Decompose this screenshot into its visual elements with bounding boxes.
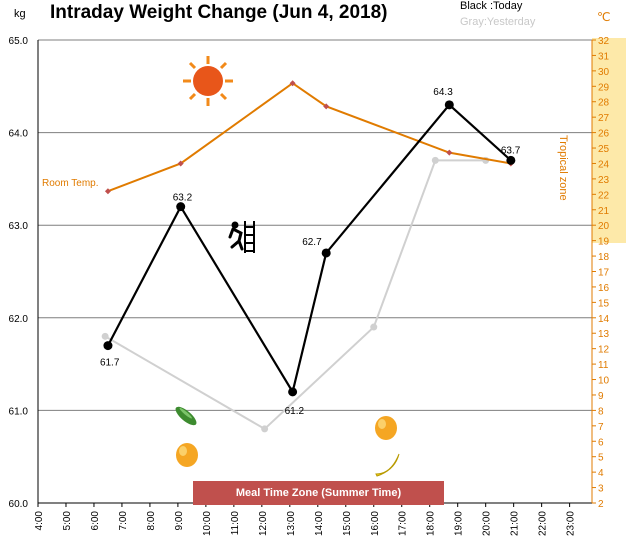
today-point (506, 155, 516, 165)
x-tick-label: 13:00 (286, 511, 297, 536)
x-tick-label: 12:00 (258, 511, 269, 536)
x-tick-label: 4:00 (34, 511, 45, 531)
data-label: 61.2 (285, 406, 305, 417)
room-temp-point (289, 80, 296, 87)
data-label: 63.2 (173, 193, 193, 204)
data-label: 61.7 (100, 358, 120, 369)
today-point (176, 202, 186, 212)
x-tick-label: 22:00 (538, 511, 549, 536)
y-right-tick-label: 16 (598, 283, 610, 294)
y-tick-label: 65.0 (9, 36, 29, 47)
y-right-tick-label: 26 (598, 129, 610, 140)
legend-yesterday: Gray:Yesterday (460, 16, 536, 28)
y-tick-label: 61.0 (9, 406, 29, 417)
climbing-person-icon (228, 221, 255, 253)
room-temp-point (446, 149, 453, 156)
y-right-tick-label: 15 (598, 298, 610, 309)
x-tick-label: 11:00 (230, 511, 241, 536)
today-line (106, 103, 512, 395)
x-tick-label: 14:00 (314, 511, 325, 536)
x-tick-label: 17:00 (398, 511, 409, 536)
data-label: 63.7 (501, 145, 521, 156)
x-tick-label: 18:00 (426, 511, 437, 536)
y-right-tick-label: 21 (598, 206, 610, 217)
y-right-tick-label: 30 (598, 67, 610, 78)
left-axis-unit: kg (14, 8, 26, 20)
legend-today: Black :Today (460, 0, 523, 12)
today-point (288, 387, 298, 397)
y-tick-label: 63.0 (9, 221, 29, 232)
right-axis-unit: ℃ (597, 10, 611, 24)
room-temp-point (177, 160, 184, 167)
y-right-tick-label: 8 (598, 406, 604, 417)
tropical-zone-band (592, 38, 626, 243)
x-tick-label: 23:00 (566, 511, 577, 536)
y-right-tick-label: 23 (598, 175, 610, 186)
data-label: 64.3 (433, 87, 453, 98)
y-right-tick-label: 22 (598, 190, 610, 201)
yesterday-point (431, 156, 439, 164)
meal-time-zone-band: Meal Time Zone (Summer Time) (193, 481, 444, 505)
mango-icon (176, 443, 198, 467)
y-right-tick-label: 10 (598, 376, 610, 387)
x-tick-label: 10:00 (202, 511, 213, 536)
y-right-tick-label: 3 (598, 484, 604, 495)
y-right-tick-label: 29 (598, 82, 610, 93)
data-label: 62.7 (302, 237, 322, 248)
x-tick-label: 6:00 (90, 511, 101, 531)
room-temp-point (104, 188, 111, 195)
y-right-tick-label: 13 (598, 329, 610, 340)
y-right-tick-label: 24 (598, 159, 610, 170)
y-right-tick-label: 27 (598, 113, 610, 124)
room-temp-point (323, 103, 330, 110)
sun-icon (183, 56, 233, 106)
cucumber-icon (175, 406, 197, 426)
y-right-tick-label: 28 (598, 98, 610, 109)
y-right-tick-label: 9 (598, 391, 604, 402)
y-tick-label: 60.0 (9, 499, 29, 510)
y-tick-label: 64.0 (9, 129, 29, 140)
tropical-zone-label: Tropical zone (557, 135, 569, 201)
x-tick-label: 16:00 (370, 511, 381, 536)
y-right-tick-label: 2 (598, 499, 604, 510)
y-right-tick-label: 14 (598, 314, 610, 325)
y-right-tick-label: 7 (598, 422, 604, 433)
today-point (321, 248, 331, 258)
room-temp-label: Room Temp. (42, 178, 99, 189)
y-right-tick-label: 19 (598, 237, 610, 248)
x-tick-label: 9:00 (174, 511, 185, 531)
x-tick-label: 5:00 (62, 511, 73, 531)
banana-icon (375, 453, 400, 477)
x-tick-label: 15:00 (342, 511, 353, 536)
y-right-tick-label: 25 (598, 144, 610, 155)
x-tick-label: 7:00 (118, 511, 129, 531)
today-point (444, 100, 454, 110)
y-right-tick-label: 18 (598, 252, 610, 263)
y-right-tick-label: 31 (598, 51, 610, 62)
today-point (103, 341, 113, 351)
y-right-tick-label: 5 (598, 453, 604, 464)
y-right-tick-label: 20 (598, 221, 610, 232)
x-tick-label: 19:00 (454, 511, 465, 536)
mango-icon (375, 416, 397, 440)
y-right-tick-label: 12 (598, 345, 610, 356)
y-right-tick-label: 32 (598, 36, 610, 47)
y-right-tick-label: 6 (598, 437, 604, 448)
yesterday-point (101, 332, 109, 340)
x-tick-label: 20:00 (482, 511, 493, 536)
y-right-tick-label: 17 (598, 268, 610, 279)
room-temp-line (107, 81, 512, 193)
x-tick-label: 8:00 (146, 511, 157, 531)
y-tick-label: 62.0 (9, 314, 29, 325)
yesterday-point (370, 323, 378, 331)
chart-title: Intraday Weight Change (Jun 4, 2018) (50, 2, 388, 23)
y-right-tick-label: 4 (598, 468, 604, 479)
y-right-tick-label: 11 (598, 360, 609, 371)
x-tick-label: 21:00 (510, 511, 521, 536)
yesterday-point (261, 425, 269, 433)
